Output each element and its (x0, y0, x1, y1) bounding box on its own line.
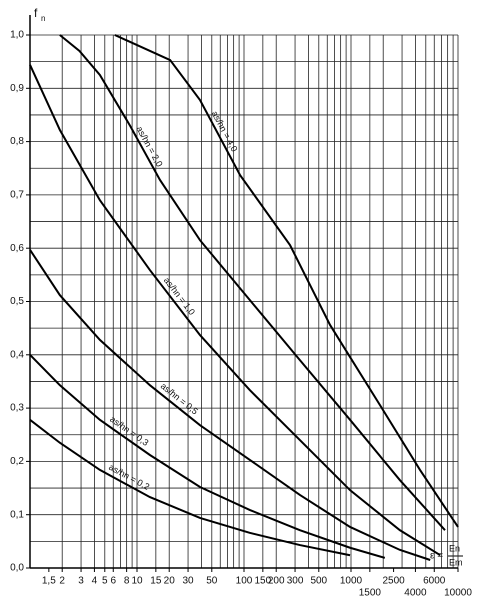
plot: 0,00,10,20,30,40,50,60,70,80,91,01,5 2 3 4 5… (10, 15, 472, 599)
y-tick-label: 0,5 (10, 296, 24, 307)
x-tick-label: 30 (182, 576, 194, 587)
x-tick-label: 6 (110, 576, 116, 587)
x-tick-label: 300 (287, 576, 304, 587)
x-tick-label: 15 (150, 576, 162, 587)
curve (29, 249, 431, 561)
x-tick-label: 3 (78, 576, 84, 587)
x-tick-label: 2 (59, 576, 65, 587)
curve (29, 64, 441, 557)
curve (114, 34, 459, 528)
y-tick-label: 0,0 (10, 563, 24, 574)
y-tick-label: 1,0 (10, 30, 24, 41)
x-axis-label-numerator: En (449, 543, 460, 553)
x-tick-label: 10000 (444, 588, 472, 599)
y-tick-label: 0,9 (10, 83, 24, 94)
x-tick-label: 2500 (382, 576, 405, 587)
y-tick-label: 0,7 (10, 190, 24, 201)
x-tick-label: 50 (206, 576, 218, 587)
x-tick-label: 1500 (359, 588, 382, 599)
x-tick-label: 5 (102, 576, 108, 587)
x-tick-label: 6000 (423, 576, 446, 587)
y-axis-label-sub: n (41, 14, 45, 23)
x-tick-label: 4 (92, 576, 98, 587)
x-tick-label: 150 (254, 576, 271, 587)
x-tick-label: 1000 (340, 576, 363, 587)
x-tick-label: 20 (164, 576, 176, 587)
y-tick-label: 0,2 (10, 456, 24, 467)
x-tick-label: 200 (268, 576, 285, 587)
x-tick-label: 8 (124, 576, 130, 587)
x-tick-label: 100 (236, 576, 253, 587)
x-axis-label: ε = (430, 551, 443, 562)
x-tick-label: 4000 (404, 588, 427, 599)
y-tick-label: 0,4 (10, 349, 24, 360)
x-tick-label: 10 (131, 576, 143, 587)
y-axis-label: f (34, 6, 38, 20)
curve (29, 354, 386, 559)
x-tick-label: 1,5 (42, 576, 56, 587)
x-axis-label-denominator: Em (449, 557, 463, 567)
y-tick-label: 0,8 (10, 136, 24, 147)
curve (29, 419, 351, 557)
series-label: as/hn = 0,5 (159, 381, 200, 417)
y-tick-label: 0,1 (10, 509, 24, 520)
y-tick-label: 0,6 (10, 243, 24, 254)
y-tick-label: 0,3 (10, 403, 24, 414)
series-label: as/hn = 1,0 (162, 275, 197, 317)
curve (59, 34, 446, 531)
x-tick-label: 500 (310, 576, 327, 587)
